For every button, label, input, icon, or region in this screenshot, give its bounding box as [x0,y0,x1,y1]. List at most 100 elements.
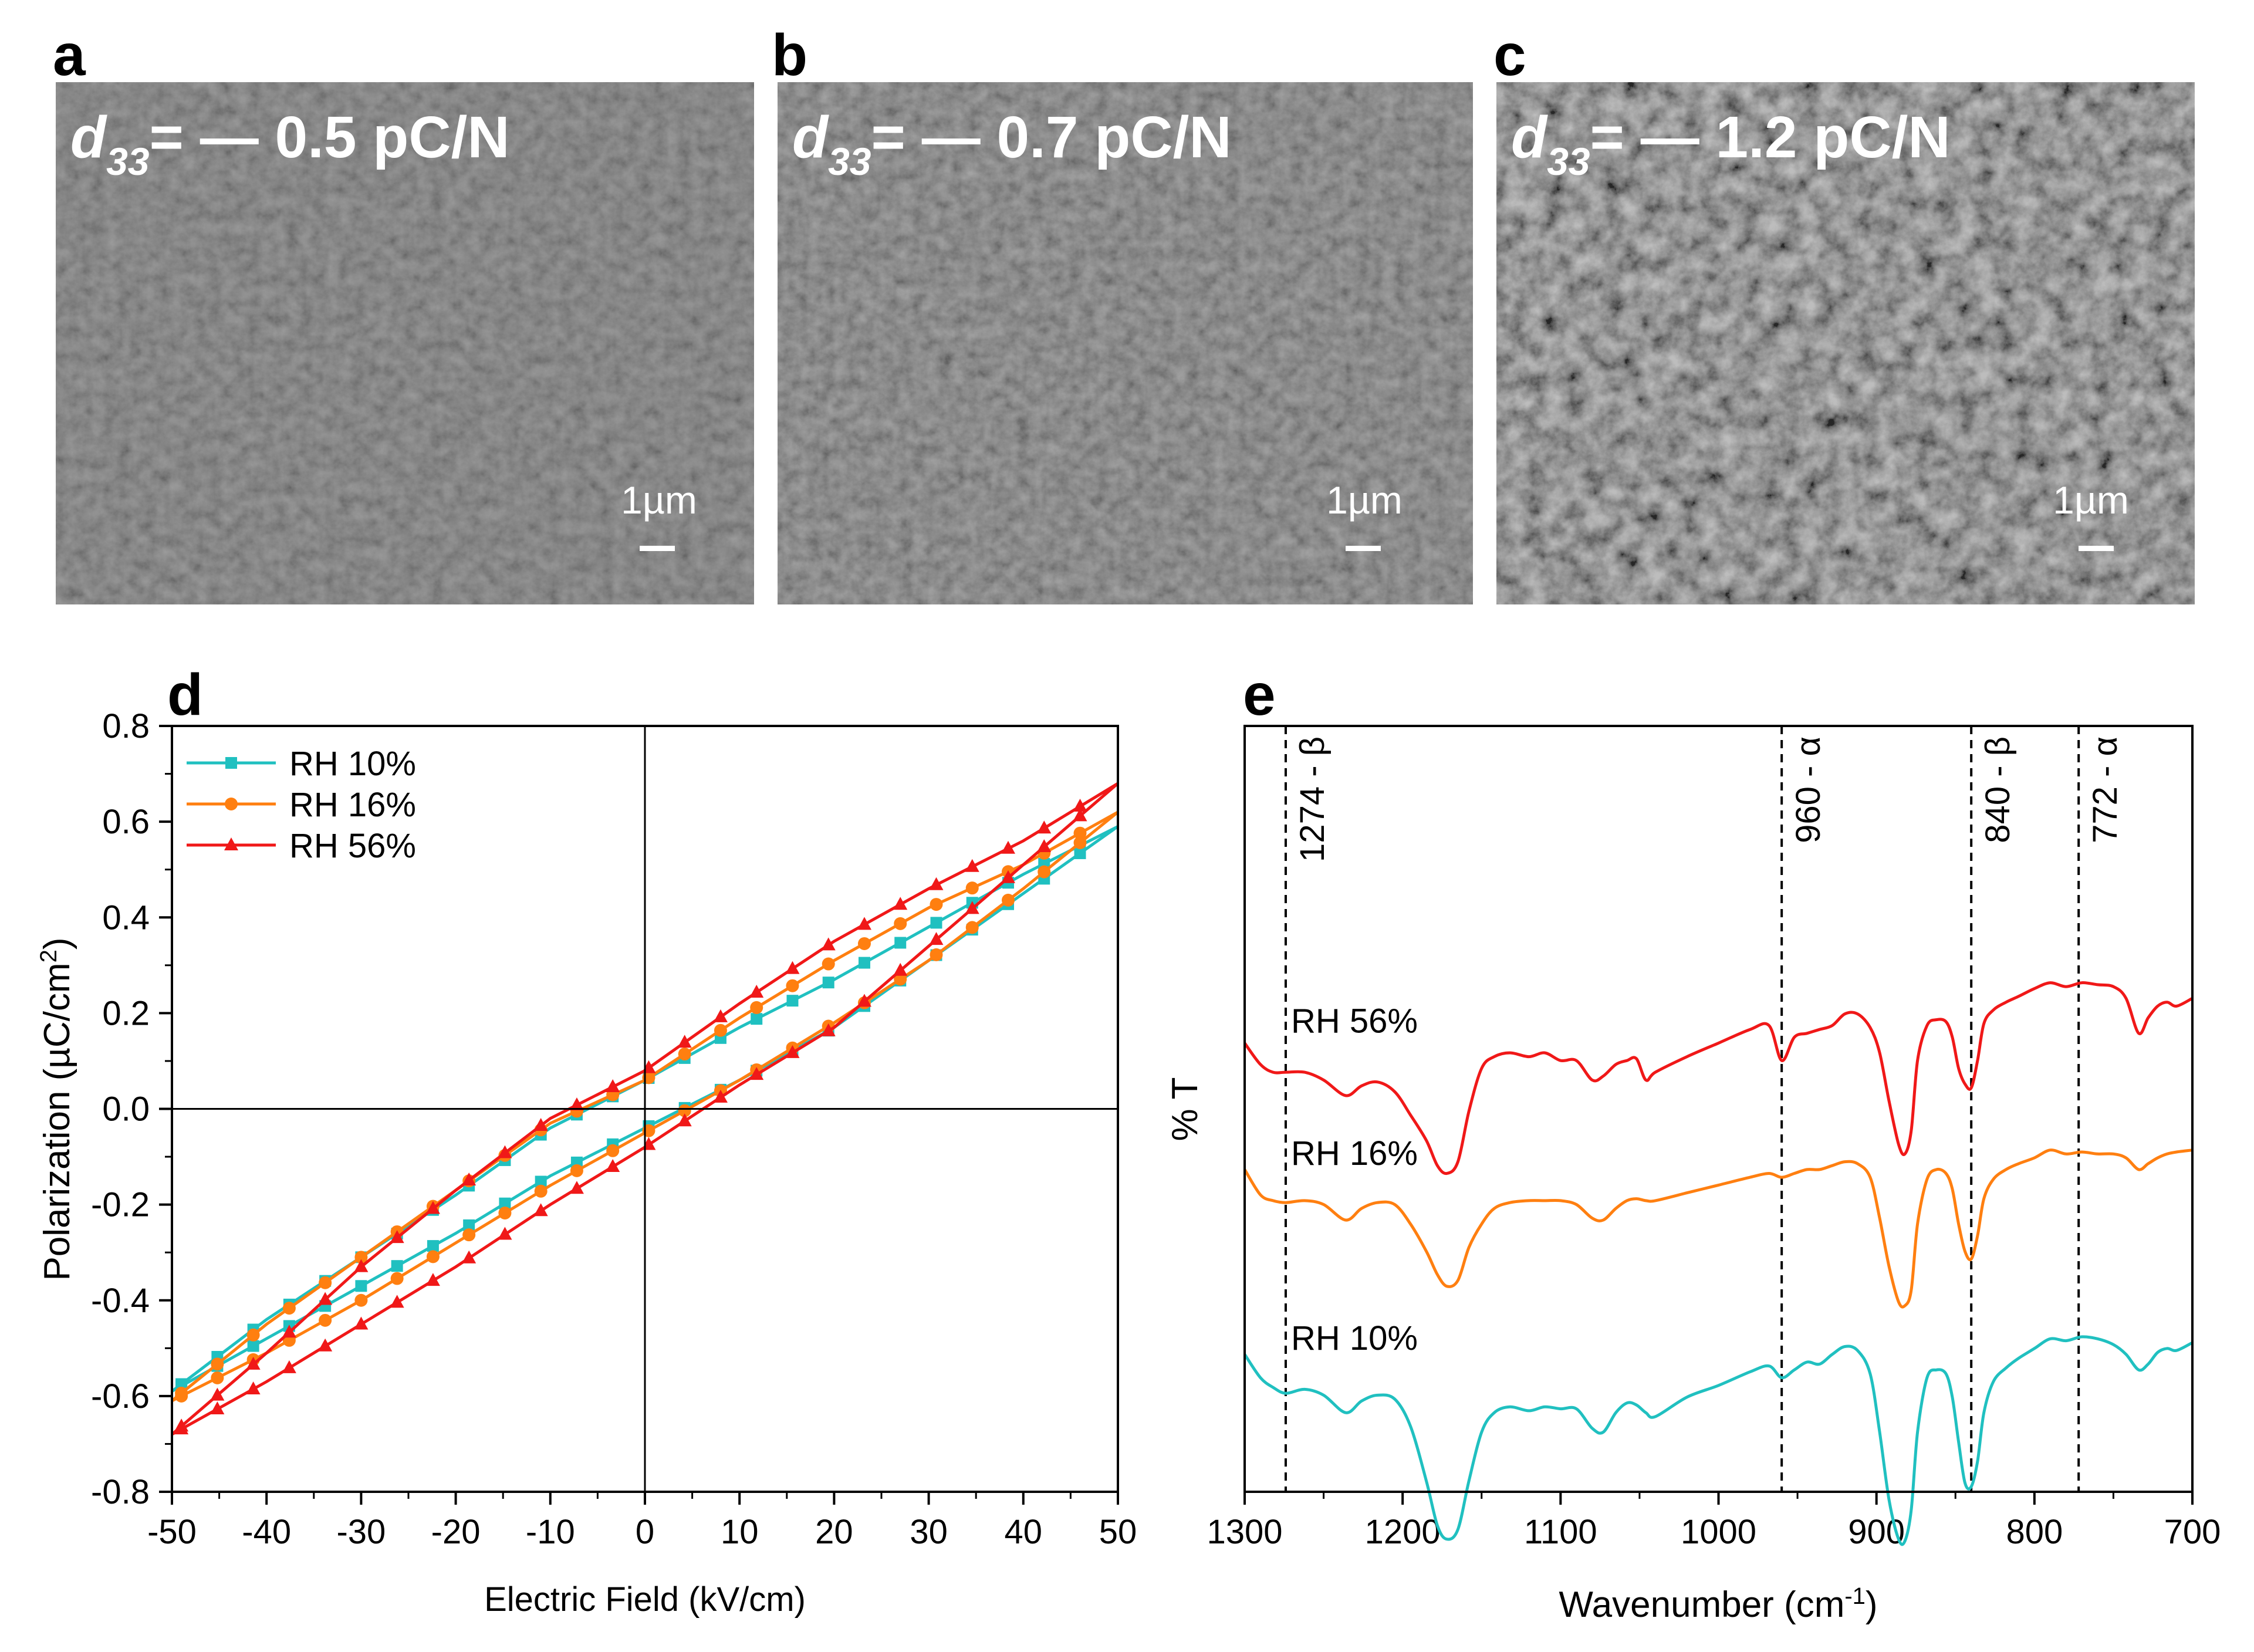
d-marker-square [499,1197,511,1210]
d-marker-triangle [354,1259,369,1272]
panel-label-b: b [772,22,807,88]
d-marker-circle [1002,893,1015,907]
d-marker-triangle [1073,808,1087,822]
d33-symbol-a: d [70,104,107,170]
d-y-tick-label: 0.4 [102,898,150,937]
e-x-tick-label: 1300 [1207,1513,1282,1551]
d-marker-triangle [1037,839,1052,853]
d-marker-triangle [462,1173,477,1186]
d-marker-square [225,757,237,769]
panel-label-c: c [1493,22,1526,88]
d-marker-triangle [1001,870,1016,883]
d33-value-c: d33= — 1.2 pC/N [1511,104,1951,183]
d-y-label-sup: 2 [36,950,62,962]
d-x-axis-label: Electric Field (kV/cm) [484,1580,806,1619]
d-marker-triangle [174,1421,189,1435]
d-marker-triangle [677,1035,692,1048]
d-marker-triangle [569,1097,584,1110]
d-marker-circle [426,1250,440,1264]
d-marker-circle [354,1251,368,1264]
d33-value-a: d33= — 0.5 pC/N [70,104,510,183]
d-marker-circle [786,979,799,992]
d-marker-triangle [677,1113,692,1127]
d-x-tick-label: 20 [815,1513,853,1551]
d-marker-triangle [425,1273,440,1286]
d-marker-triangle [929,932,944,945]
d-marker-circle [498,1206,512,1219]
d-marker-circle [570,1164,583,1177]
d-marker-circle [225,798,238,810]
d-y-label-main: Polarization (µC/cm [37,962,77,1281]
e-spectrum-line [1243,981,2194,1175]
d33-text-c: = — 1.2 pC/N [1590,104,1951,170]
d-marker-circle [319,1313,332,1327]
d-marker-circle [678,1104,691,1117]
d-marker-triangle [246,1381,261,1394]
d-y-tick-label: 0.8 [102,707,150,745]
d-marker-triangle [749,1067,764,1080]
scale-bar-b [1346,546,1381,551]
d-marker-triangle [965,901,979,914]
d-marker-circle [965,921,979,934]
d-marker-circle [1073,836,1087,850]
d-marker-circle [857,937,871,950]
d-marker-circle [390,1272,404,1285]
d-marker-circle [282,1302,296,1315]
d-marker-triangle [224,837,238,850]
d-marker-triangle [210,1387,225,1401]
d-marker-triangle [318,1292,333,1305]
d-marker-triangle [282,1360,296,1373]
d-marker-square [822,977,834,989]
d-y-axis-label: Polarization (µC/cm2) [36,937,77,1281]
e-annotation-label: 840 - β [1979,737,2017,843]
d-legend: RH 10%RH 16%RH 56% [187,745,416,865]
d33-subscript-c: 33 [1547,140,1590,183]
d-marker-triangle [282,1325,296,1338]
d-marker-square [391,1260,403,1272]
e-annotation-label: 960 - α [1789,737,1827,843]
d-marker-square [355,1280,367,1292]
d-marker-square [427,1240,439,1252]
d-marker-square [751,1013,763,1025]
scale-label-c: 1µm [2053,478,2129,522]
e-spectrum-line [1243,1148,2193,1309]
d-marker-square [786,995,799,1007]
d-marker-triangle [533,1203,548,1217]
d-y-tick-label: 0.2 [102,994,150,1032]
e-x-axis-label: Wavenumber (cm-1) [1559,1583,1877,1625]
d-marker-circle [894,972,907,986]
panel-label-d: d [167,662,203,728]
e-annotation-label: 1274 - β [1293,737,1332,862]
e-x-tick-label: 1200 [1365,1513,1441,1551]
d-legend-label: RH 16% [289,786,416,824]
d-marker-circle [965,881,979,895]
d-marker-triangle [929,877,944,890]
d-marker-circle [211,1357,224,1371]
d-marker-circle [354,1293,368,1307]
e-spectrum-line [1243,1335,2194,1546]
d-marker-circle [750,1001,763,1014]
d-x-tick-label: 0 [636,1513,654,1551]
d-marker-circle [930,898,943,911]
e-annotations: 1274 - β 960 - α 840 - β 772 - α [1284,726,2124,1492]
d33-symbol-b: d [792,104,829,170]
d-marker-triangle [498,1145,512,1158]
d-x-tick-label: -10 [526,1513,575,1551]
d-marker-circle [319,1276,332,1289]
d-marker-triangle [425,1201,440,1214]
d-marker-triangle [210,1401,225,1415]
d-y-tick-label: -0.2 [91,1186,150,1224]
d-marker-triangle [533,1118,548,1131]
d-marker-triangle [713,1089,728,1103]
panel-label-e: e [1243,662,1276,728]
d-marker-triangle [462,1250,477,1264]
d-marker-circle [175,1389,188,1403]
d-marker-circle [714,1023,727,1037]
d-marker-triangle [965,859,979,872]
panel-b: b d33= — 0.7 pC/N 1µm [772,22,1473,604]
d-marker-triangle [785,1045,800,1058]
d-marker-triangle [1037,820,1052,834]
d-x-tick-label: 40 [1005,1513,1043,1551]
sem-texture-c [1496,82,2195,604]
